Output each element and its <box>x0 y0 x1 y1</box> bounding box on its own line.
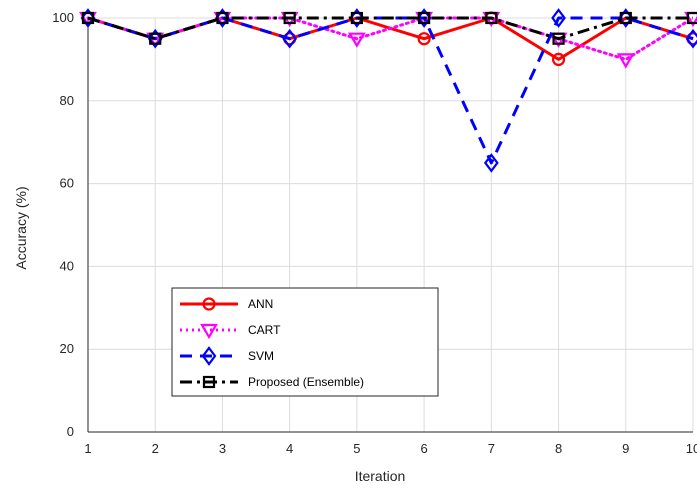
legend-label: SVM <box>248 349 274 363</box>
x-tick-label: 1 <box>84 441 91 456</box>
marker-diamond <box>483 153 499 173</box>
marker-diamond <box>282 28 298 49</box>
marker-square <box>81 11 95 25</box>
x-tick-label: 8 <box>555 441 562 456</box>
marker-diamond <box>551 8 566 28</box>
marker-square <box>149 32 162 45</box>
series-1 <box>79 11 697 69</box>
marker-triangle-down <box>347 32 366 48</box>
y-tick-label: 20 <box>60 341 74 356</box>
marker-square <box>418 11 431 25</box>
x-tick-label: 3 <box>219 441 226 456</box>
series-line <box>86 16 695 61</box>
x-tick-label: 6 <box>420 441 427 456</box>
y-tick-label: 40 <box>60 258 74 273</box>
x-tick-label: 2 <box>152 441 159 456</box>
marker-square <box>552 32 565 45</box>
x-axis-label: Iteration <box>355 468 406 484</box>
series-2 <box>80 8 697 173</box>
marker-diamond <box>201 346 217 366</box>
series-line <box>87 16 694 165</box>
marker-triangle-down <box>616 53 635 69</box>
legend-entry: SVM <box>180 346 274 366</box>
y-tick-label: 80 <box>60 93 74 108</box>
marker-circle <box>417 32 431 46</box>
x-tick-label: 10 <box>686 441 697 456</box>
y-axis-label: Accuracy (%) <box>13 186 29 269</box>
axes <box>87 18 693 433</box>
y-tick-label: 100 <box>52 10 74 25</box>
legend-label: ANN <box>248 297 273 311</box>
marker-square <box>686 11 697 25</box>
y-tick-label: 0 <box>67 424 74 439</box>
legend-entry: ANN <box>180 297 273 311</box>
x-tick-label: 5 <box>353 441 360 456</box>
x-tick-label: 7 <box>488 441 495 456</box>
x-tick-label: 9 <box>622 441 629 456</box>
series-3 <box>81 11 697 45</box>
legend-entry: CART <box>180 323 281 340</box>
legend: ANN CART SVM Proposed (Ensemble) <box>171 287 439 397</box>
x-tick-label: 4 <box>286 441 293 456</box>
legend-label: CART <box>248 323 281 337</box>
marker-square <box>283 11 296 25</box>
marker-triangle-down <box>200 323 218 340</box>
legend-label: Proposed (Ensemble) <box>248 375 364 389</box>
marker-square <box>216 11 229 25</box>
marker-circle <box>202 297 216 311</box>
marker-square <box>485 11 498 25</box>
legend-box <box>171 287 439 397</box>
marker-square <box>202 375 216 389</box>
legend-entry: Proposed (Ensemble) <box>180 375 364 389</box>
series-0 <box>81 11 697 67</box>
y-tick-label: 60 <box>60 176 74 191</box>
marker-diamond <box>685 28 697 49</box>
series-line <box>87 16 693 41</box>
marker-square <box>619 11 632 25</box>
series-lines <box>79 8 697 173</box>
marker-circle <box>551 52 566 67</box>
marker-square <box>350 11 363 25</box>
